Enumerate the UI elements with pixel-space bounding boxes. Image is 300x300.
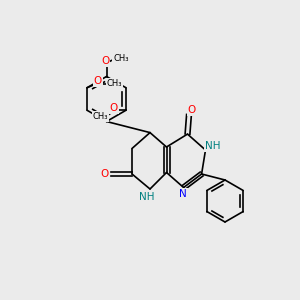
Text: CH₃: CH₃ [113, 54, 129, 63]
Text: CH₃: CH₃ [92, 112, 108, 121]
Text: O: O [101, 56, 109, 66]
Text: NH: NH [205, 141, 221, 152]
Text: NH: NH [139, 192, 155, 203]
Text: CH₃: CH₃ [107, 79, 122, 88]
Text: O: O [188, 105, 196, 115]
Text: O: O [100, 169, 109, 179]
Text: N: N [179, 189, 187, 199]
Text: O: O [94, 76, 102, 86]
Text: O: O [110, 103, 118, 113]
